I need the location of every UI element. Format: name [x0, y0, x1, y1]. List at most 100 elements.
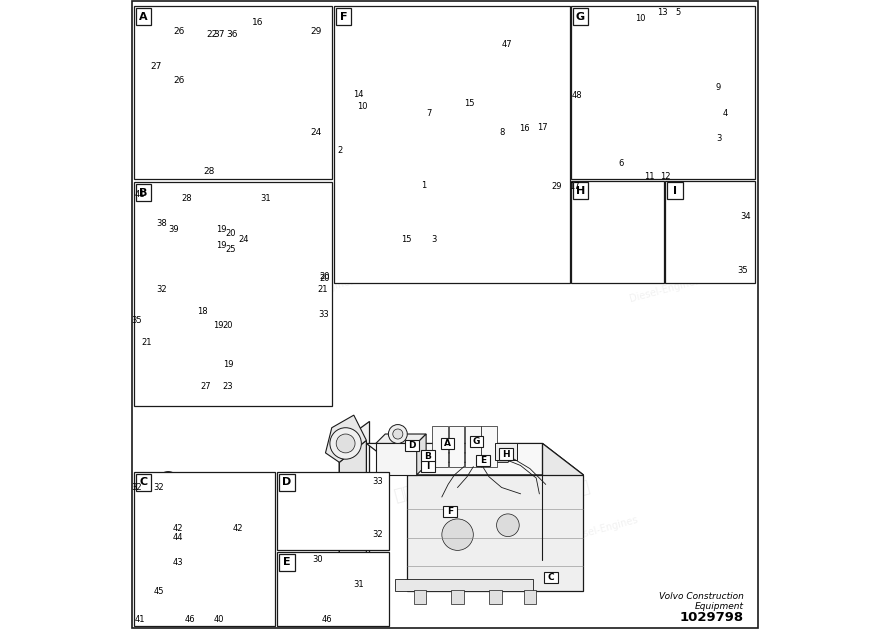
Bar	[134, 182, 332, 406]
Text: 14: 14	[353, 90, 364, 99]
Text: 18: 18	[198, 307, 208, 316]
Text: Diesel-Engines: Diesel-Engines	[201, 124, 274, 153]
Text: C: C	[547, 573, 554, 582]
Circle shape	[223, 45, 233, 55]
Circle shape	[163, 564, 174, 574]
Polygon shape	[426, 453, 517, 462]
Circle shape	[529, 130, 538, 140]
Circle shape	[190, 291, 200, 301]
Bar	[277, 472, 389, 550]
Circle shape	[150, 74, 161, 84]
Text: 37: 37	[213, 30, 224, 39]
Circle shape	[250, 303, 260, 313]
Bar	[602, 228, 629, 253]
Text: 3: 3	[716, 134, 721, 143]
Polygon shape	[408, 475, 583, 591]
Circle shape	[230, 240, 239, 250]
Circle shape	[367, 526, 376, 537]
Polygon shape	[417, 434, 426, 475]
Circle shape	[313, 611, 323, 621]
Text: 19: 19	[214, 321, 223, 330]
Text: I: I	[673, 186, 677, 196]
Text: 42: 42	[173, 524, 183, 533]
Text: I: I	[426, 462, 430, 471]
Text: Volvo Construction: Volvo Construction	[659, 592, 744, 601]
Text: 19: 19	[216, 225, 227, 234]
Bar	[334, 6, 570, 283]
Circle shape	[687, 224, 702, 239]
Bar	[135, 8, 151, 25]
Bar	[544, 572, 558, 583]
Circle shape	[627, 113, 634, 120]
Text: 44: 44	[173, 533, 183, 542]
Text: F: F	[447, 507, 453, 516]
Text: 2: 2	[337, 147, 343, 155]
Bar	[489, 590, 502, 604]
Text: 6: 6	[619, 159, 624, 168]
Polygon shape	[376, 434, 426, 443]
Text: H: H	[502, 450, 510, 459]
Circle shape	[351, 152, 360, 162]
Text: 30: 30	[312, 555, 323, 564]
Polygon shape	[494, 25, 504, 79]
Text: 24: 24	[311, 128, 321, 136]
Circle shape	[230, 221, 239, 231]
Text: 15: 15	[400, 235, 411, 243]
Text: 39: 39	[168, 225, 179, 234]
Text: 9: 9	[716, 83, 721, 92]
Circle shape	[441, 519, 473, 550]
Text: Diesel-Engines: Diesel-Engines	[597, 124, 670, 153]
Bar	[570, 181, 664, 283]
Bar	[445, 126, 480, 151]
Text: 19: 19	[216, 241, 227, 250]
Text: 41: 41	[134, 615, 145, 624]
Circle shape	[624, 235, 635, 245]
Text: 10: 10	[357, 103, 368, 111]
Polygon shape	[339, 421, 369, 607]
Text: 柴发动力: 柴发动力	[266, 238, 310, 265]
Bar	[570, 6, 755, 179]
Text: 40: 40	[214, 615, 223, 624]
Text: 16: 16	[252, 18, 263, 26]
Text: 17: 17	[538, 123, 548, 131]
Bar	[630, 79, 687, 126]
Text: 7: 7	[426, 109, 432, 118]
Circle shape	[457, 105, 467, 115]
Text: 32: 32	[372, 530, 383, 539]
Bar	[198, 73, 214, 91]
Text: 46: 46	[322, 615, 333, 624]
Bar	[499, 448, 513, 460]
Bar	[135, 184, 151, 201]
Bar	[667, 182, 683, 199]
Bar	[279, 554, 295, 571]
Text: 29: 29	[311, 27, 322, 36]
Circle shape	[379, 115, 388, 124]
Polygon shape	[543, 443, 583, 591]
Text: 柴发动力: 柴发动力	[392, 477, 435, 504]
Bar	[523, 590, 536, 604]
Circle shape	[610, 97, 619, 108]
Text: 15: 15	[464, 99, 474, 108]
Text: 46: 46	[185, 615, 196, 624]
Polygon shape	[393, 38, 494, 79]
Text: 20: 20	[319, 274, 329, 282]
Bar	[405, 440, 419, 451]
Circle shape	[207, 237, 217, 247]
Circle shape	[304, 579, 332, 607]
Bar	[461, 129, 471, 148]
Text: C: C	[140, 477, 148, 487]
Circle shape	[701, 224, 716, 239]
Circle shape	[163, 539, 174, 549]
Circle shape	[291, 520, 301, 530]
Circle shape	[216, 234, 227, 244]
Text: Diesel-Engines: Diesel-Engines	[566, 514, 638, 543]
Circle shape	[142, 492, 151, 502]
Circle shape	[216, 250, 227, 260]
Circle shape	[317, 587, 329, 599]
Polygon shape	[326, 415, 367, 462]
Text: A: A	[444, 439, 451, 448]
Bar	[279, 474, 295, 491]
Text: 12: 12	[659, 172, 670, 181]
Bar	[277, 552, 389, 626]
Circle shape	[627, 82, 634, 88]
